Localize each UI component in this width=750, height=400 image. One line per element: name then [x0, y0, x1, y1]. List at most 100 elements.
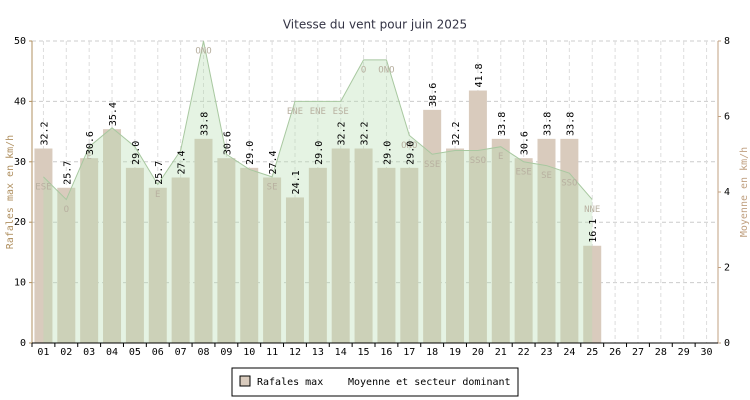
y2-tick-label: 8: [724, 36, 730, 47]
sector-label: ONO: [401, 141, 417, 151]
x-tick-label: 08: [197, 347, 209, 358]
x-tick-label: 07: [175, 347, 187, 358]
bar: [240, 167, 259, 343]
bar: [400, 167, 419, 343]
bar: [446, 148, 465, 343]
y2-tick-label: 0: [724, 338, 730, 349]
bar: [194, 138, 213, 343]
x-tick-label: 26: [609, 347, 621, 358]
chart-title: Vitesse du vent pour juin 2025: [283, 18, 467, 32]
bar: [583, 245, 602, 343]
x-tick-label: 11: [266, 347, 278, 358]
bar: [148, 187, 167, 343]
sector-label: SE: [267, 182, 278, 192]
x-tick-label: 03: [83, 347, 95, 358]
x-tick-label: 19: [449, 347, 461, 358]
x-tick-label: 23: [540, 347, 552, 358]
bar: [57, 187, 76, 343]
x-tick-label: 30: [701, 347, 713, 358]
bar: [103, 129, 122, 343]
bar: [125, 167, 144, 343]
legend-label: Moyenne et secteur dominant: [348, 377, 511, 388]
x-tick-label: 12: [289, 347, 301, 358]
area-line: [43, 40, 593, 201]
bar: [377, 167, 396, 343]
sector-label: NNE: [584, 205, 600, 215]
sector-label: O: [64, 205, 69, 215]
x-tick-label: 22: [518, 347, 530, 358]
bar: [34, 148, 53, 343]
x-tick-label: 24: [563, 347, 575, 358]
sector-label: ESE: [35, 182, 51, 192]
value-label: 27.4: [177, 150, 188, 174]
x-tick-label: 14: [335, 347, 347, 358]
area: [43, 41, 593, 343]
x-tick-label: 10: [243, 347, 255, 358]
x-tick-label: 01: [37, 347, 49, 358]
bar: [537, 138, 556, 343]
value-label: 30.6: [222, 131, 233, 155]
sector-label: ESE: [516, 167, 532, 177]
bar: [263, 177, 282, 343]
x-tick-label: 25: [586, 347, 598, 358]
bar: [491, 138, 510, 343]
value-label: 32.2: [451, 121, 462, 145]
value-label: 38.6: [428, 83, 439, 107]
value-label: 29.0: [245, 141, 256, 165]
value-label: 16.1: [588, 219, 599, 243]
value-label: 29.0: [131, 141, 142, 165]
value-label: 24.1: [291, 170, 302, 194]
y-axis-title: Rafales max en km/h: [5, 135, 16, 249]
x-tick-label: 09: [220, 347, 232, 358]
bar: [468, 90, 487, 343]
value-label: 32.2: [360, 121, 371, 145]
sector-label: E: [498, 152, 503, 162]
sector-label: E: [86, 152, 91, 162]
value-label: 25.7: [62, 161, 73, 185]
y2-tick-label: 6: [724, 112, 730, 123]
bar: [80, 158, 99, 343]
value-label: 27.4: [268, 150, 279, 174]
sector-label: ESE: [333, 107, 349, 117]
value-label: 41.8: [474, 63, 485, 87]
value-label: 29.0: [314, 141, 325, 165]
y-tick-label: 30: [14, 157, 26, 168]
value-label: 30.6: [85, 131, 96, 155]
y2-tick-label: 2: [724, 263, 730, 274]
sector-label: SSO: [561, 179, 577, 189]
x-tick-label: 29: [678, 347, 690, 358]
x-tick-label: 16: [380, 347, 392, 358]
legend-box: [231, 367, 519, 397]
sector-label: SSO: [470, 156, 486, 166]
sector-label: O: [361, 65, 366, 75]
legend-swatch: [239, 375, 251, 387]
value-label: 35.4: [108, 102, 119, 126]
y-tick-label: 50: [14, 36, 26, 47]
bar: [560, 138, 579, 343]
y-tick-label: 0: [20, 338, 26, 349]
bar: [423, 109, 442, 343]
value-label: 32.2: [39, 121, 50, 145]
sector-label: SE: [541, 171, 552, 181]
value-label: 33.8: [200, 112, 211, 136]
x-tick-label: 18: [426, 347, 438, 358]
bar: [514, 158, 533, 343]
x-tick-label: 28: [655, 347, 667, 358]
bar: [285, 197, 304, 343]
bar: [217, 158, 236, 343]
y-tick-label: 40: [14, 96, 26, 107]
x-tick-label: 04: [106, 347, 118, 358]
bar: [308, 167, 327, 343]
bar: [331, 148, 350, 343]
value-label: 32.2: [337, 121, 348, 145]
value-label: 33.8: [497, 112, 508, 136]
x-tick-label: 13: [312, 347, 324, 358]
bar: [354, 148, 373, 343]
sector-label: ONO: [195, 47, 211, 57]
sector-label: ENE: [287, 107, 303, 117]
x-tick-label: 27: [632, 347, 644, 358]
legend-label: Rafales max: [257, 377, 323, 388]
x-tick-label: 06: [152, 347, 164, 358]
y2-axis-title: Moyenne en km/h: [739, 147, 750, 237]
